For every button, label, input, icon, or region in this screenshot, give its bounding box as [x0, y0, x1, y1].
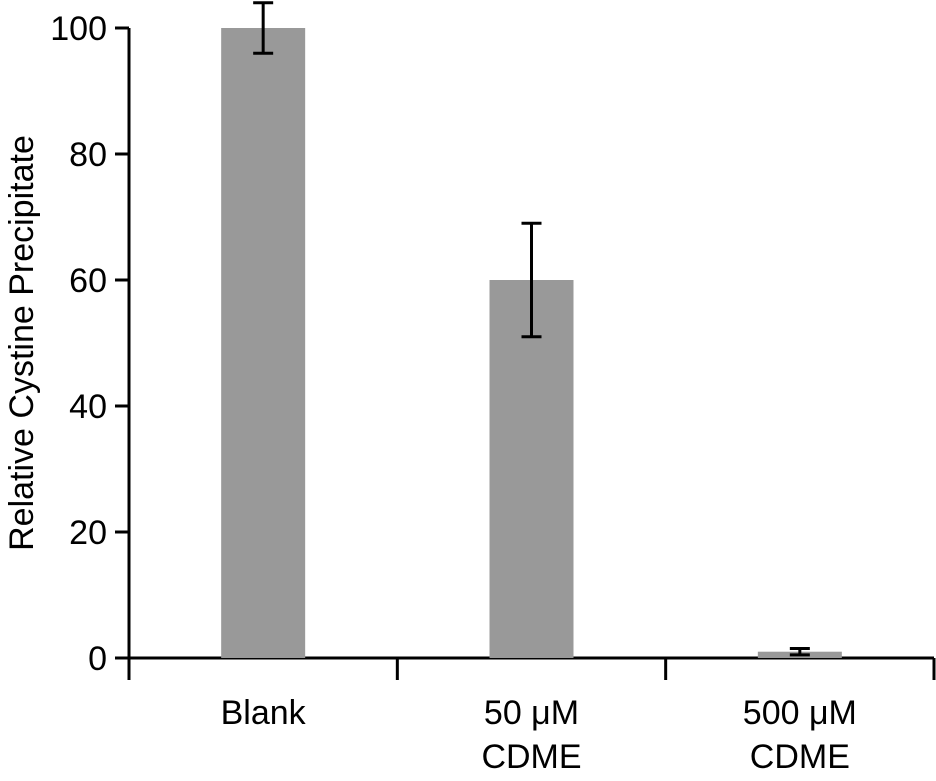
- x-category-label: 50 μM CDME: [481, 694, 581, 776]
- y-tick-label: 60: [69, 262, 107, 300]
- x-category-label: Blank: [221, 694, 307, 732]
- x-category-label-line: 500 μM: [743, 694, 857, 732]
- y-tick-label: 0: [88, 640, 107, 678]
- bar: [221, 28, 306, 658]
- x-category-label-line: CDME: [481, 738, 581, 776]
- y-axis-title: Relative Cystine Precipitate: [3, 135, 41, 551]
- y-tick-label: 20: [69, 514, 107, 552]
- bars: [221, 28, 842, 658]
- bar: [489, 280, 574, 658]
- x-category-label-line: CDME: [750, 738, 850, 776]
- y-tick-label: 80: [69, 136, 107, 174]
- error-bars: [253, 1, 810, 657]
- x-category-label-line: 50 μM: [484, 694, 579, 732]
- x-category-label: 500 μM CDME: [743, 694, 857, 776]
- x-category-label-line: Blank: [221, 694, 307, 732]
- y-axis: 0 20 40 60 80 100: [50, 10, 131, 678]
- x-axis: Blank 50 μM CDME 500 μM CDME: [127, 656, 936, 776]
- y-tick-label: 40: [69, 388, 107, 426]
- y-tick-label: 100: [50, 10, 107, 48]
